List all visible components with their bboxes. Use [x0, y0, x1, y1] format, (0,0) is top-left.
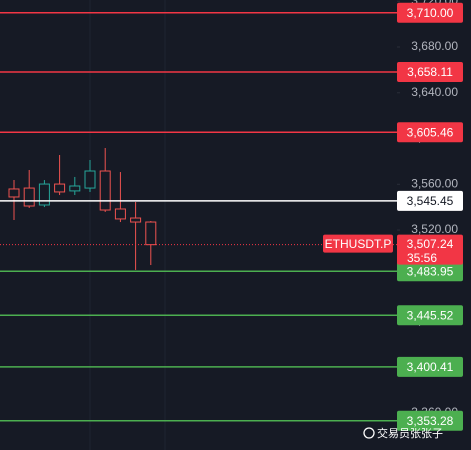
price-label: 3,605.46: [407, 125, 454, 139]
price-label-box: [397, 62, 463, 83]
candle-body: [145, 221, 157, 246]
price-label: 3,483.95: [407, 264, 454, 278]
price-label-box: [397, 305, 463, 326]
price-label-box: [397, 410, 463, 431]
y-tick-label: 3,560.00: [411, 176, 458, 190]
watermark-icon: [363, 427, 375, 439]
y-tick-label: 3,640.00: [411, 85, 458, 99]
candle-body: [130, 217, 142, 223]
countdown-label: 35:56: [407, 251, 437, 265]
price-label: 3,353.28: [407, 414, 454, 428]
candle-body: [23, 187, 35, 207]
price-label: 3,545.45: [407, 194, 454, 208]
price-label: 3,445.52: [407, 308, 454, 322]
symbol-box: [323, 234, 393, 253]
price-label-box: [397, 261, 463, 282]
price-label-box: [397, 122, 463, 143]
price-label-box: [397, 356, 463, 377]
y-tick-label: 3,520.00: [411, 222, 458, 236]
candle-body: [54, 183, 66, 193]
candle-body: [38, 183, 50, 206]
price-label: 3,710.00: [407, 6, 454, 20]
y-tick-label: 3,680.00: [411, 39, 458, 53]
candle-body: [114, 208, 126, 220]
price-label: 3,658.11: [407, 65, 453, 79]
price-label-box: [397, 2, 463, 23]
candle-body: [69, 185, 81, 192]
price-label: 3,400.41: [407, 360, 454, 374]
candle-body: [8, 188, 20, 198]
candle-body: [99, 170, 111, 211]
watermark: 交易员张张子: [377, 426, 443, 440]
current-price-box: [397, 234, 463, 265]
symbol-label: ETHUSDT.P: [325, 237, 392, 251]
price-label-box: [397, 190, 463, 211]
current-price-label: 3,507.24: [407, 237, 454, 251]
candle-body: [84, 170, 96, 189]
